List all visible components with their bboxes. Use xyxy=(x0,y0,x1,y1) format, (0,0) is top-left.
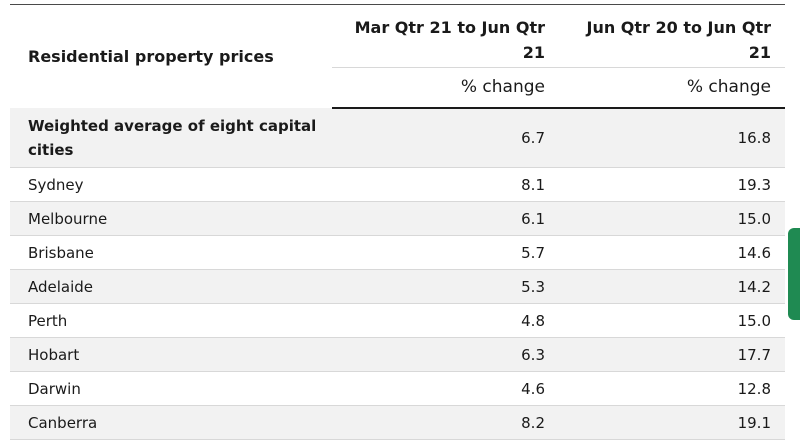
annual-change-value: 19.1 xyxy=(559,405,785,440)
row-label: Canberra xyxy=(10,405,332,440)
table-header: Residential property prices Mar Qtr 21 t… xyxy=(10,4,785,109)
table-row: Hobart 6.3 17.7 xyxy=(10,337,785,372)
row-label: Melbourne xyxy=(10,201,332,236)
quarterly-change-value: 6.7 xyxy=(332,108,559,168)
annual-change-value: 17.7 xyxy=(559,337,785,372)
row-label: Hobart xyxy=(10,337,332,372)
header-row-periods: Residential property prices Mar Qtr 21 t… xyxy=(10,4,785,108)
table-row: Adelaide 5.3 14.2 xyxy=(10,269,785,304)
annual-change-value: 12.8 xyxy=(559,371,785,406)
table-row: Darwin 4.6 12.8 xyxy=(10,371,785,406)
quarterly-change-value: 6.1 xyxy=(332,201,559,236)
table-row: Sydney 8.1 19.3 xyxy=(10,167,785,202)
table-row: Canberra 8.2 19.1 xyxy=(10,405,785,440)
header-row-units: % change % change xyxy=(10,67,785,109)
table-row: Perth 4.8 15.0 xyxy=(10,303,785,338)
quarterly-change-value: 4.8 xyxy=(332,303,559,338)
residential-property-prices-table: Residential property prices Mar Qtr 21 t… xyxy=(10,4,785,440)
quarterly-change-value: 4.6 xyxy=(332,371,559,406)
feedback-side-tab[interactable] xyxy=(788,228,800,320)
annual-change-value: 14.6 xyxy=(559,235,785,270)
annual-change-value: 19.3 xyxy=(559,167,785,202)
quarterly-change-value: 5.7 xyxy=(332,235,559,270)
annual-change-value: 15.0 xyxy=(559,303,785,338)
price-table-container: Residential property prices Mar Qtr 21 t… xyxy=(10,4,785,440)
row-label: Perth xyxy=(10,303,332,338)
quarterly-change-value: 5.3 xyxy=(332,269,559,304)
column-header-annual: Jun Qtr 20 to Jun Qtr 21 xyxy=(559,4,785,68)
unit-header-annual: % change xyxy=(559,67,785,109)
annual-change-value: 15.0 xyxy=(559,201,785,236)
column-header-quarterly: Mar Qtr 21 to Jun Qtr 21 xyxy=(332,4,559,68)
row-label: Darwin xyxy=(10,371,332,406)
table-row: Melbourne 6.1 15.0 xyxy=(10,201,785,236)
table-row: Brisbane 5.7 14.6 xyxy=(10,235,785,270)
row-label: Weighted average of eight capital cities xyxy=(10,108,332,168)
annual-change-value: 16.8 xyxy=(559,108,785,168)
row-label: Sydney xyxy=(10,167,332,202)
annual-change-value: 14.2 xyxy=(559,269,785,304)
table-body: Weighted average of eight capital cities… xyxy=(10,108,785,440)
unit-header-quarterly: % change xyxy=(332,67,559,109)
quarterly-change-value: 8.2 xyxy=(332,405,559,440)
table-row-weighted-average: Weighted average of eight capital cities… xyxy=(10,108,785,168)
row-label: Adelaide xyxy=(10,269,332,304)
quarterly-change-value: 8.1 xyxy=(332,167,559,202)
quarterly-change-value: 6.3 xyxy=(332,337,559,372)
row-heading-title: Residential property prices xyxy=(10,4,332,108)
row-label: Brisbane xyxy=(10,235,332,270)
